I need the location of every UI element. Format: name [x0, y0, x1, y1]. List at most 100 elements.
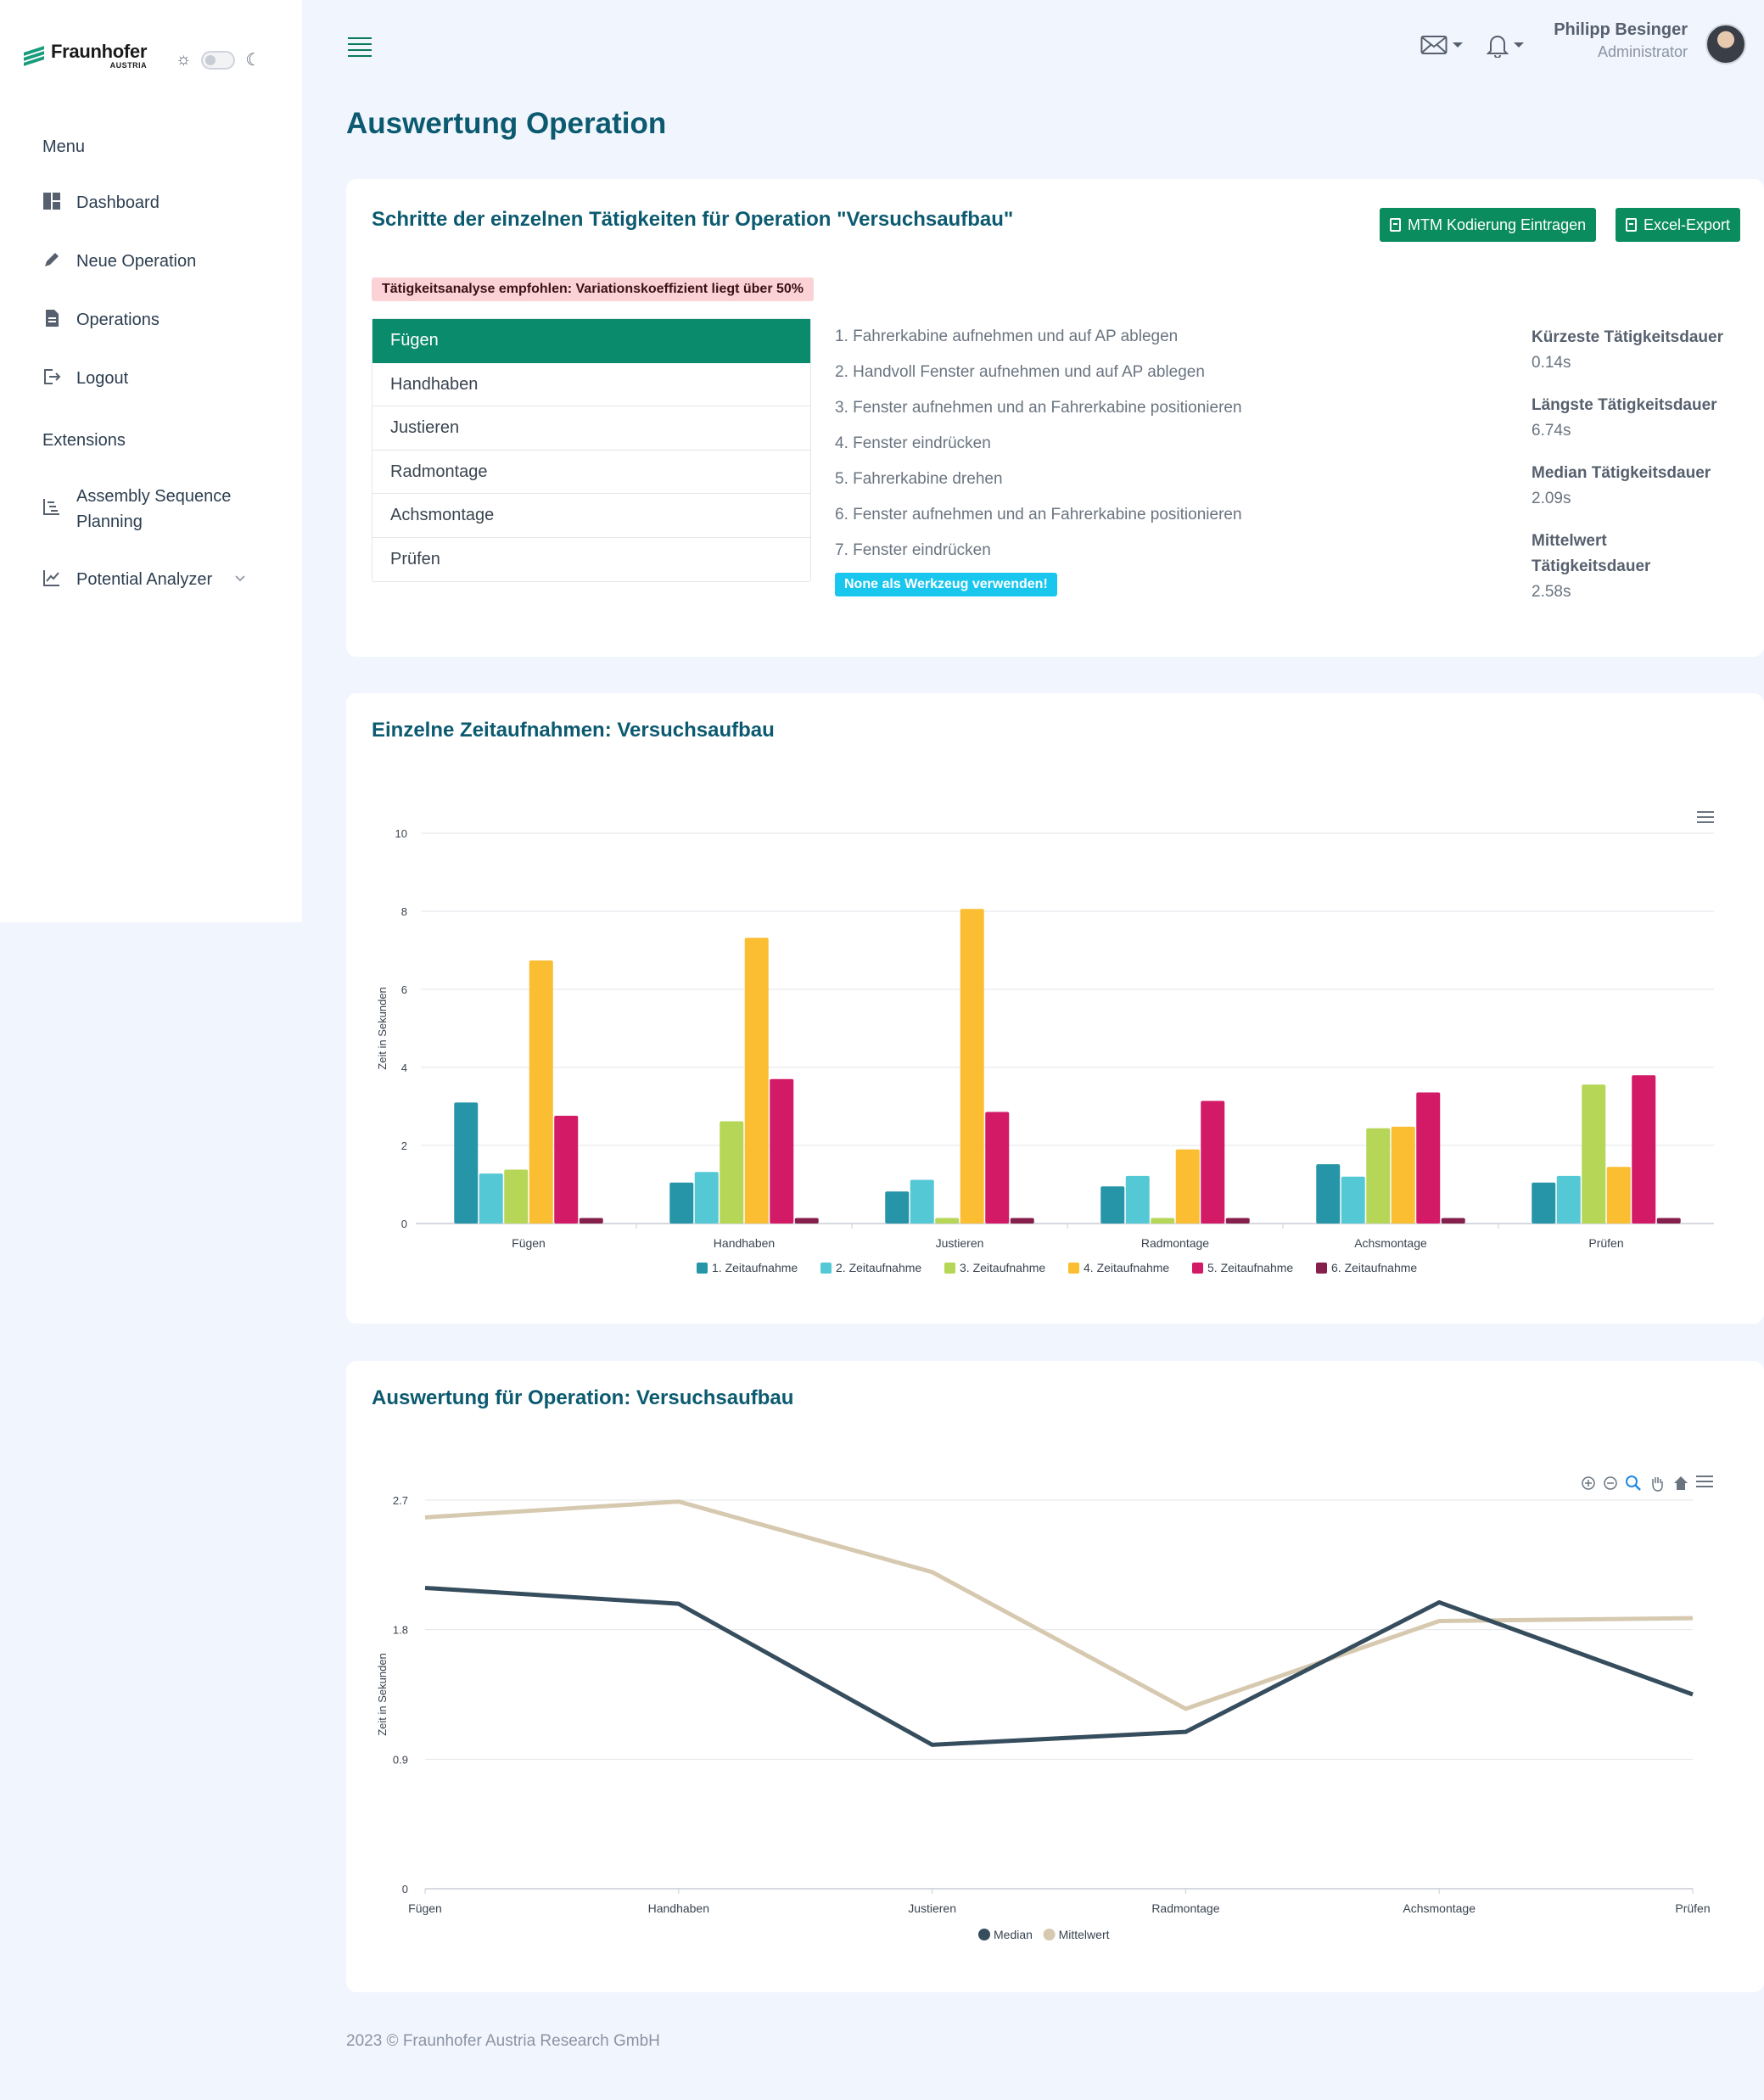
legend-swatch	[820, 1263, 832, 1274]
line-chart-card: Auswertung für Operation: Versuchsaufbau…	[346, 1361, 1764, 1992]
bar	[1391, 1126, 1415, 1224]
legend-marker	[1043, 1929, 1056, 1940]
hamburger-menu-icon[interactable]	[348, 37, 372, 57]
sidebar-item-dashboard[interactable]: Dashboard	[42, 190, 160, 216]
dashboard-icon	[42, 192, 61, 210]
sun-icon: ☼	[176, 50, 192, 69]
stat-value-median: 2.09s	[1532, 490, 1571, 507]
y-tick-label: 1.8	[393, 1624, 408, 1637]
zoom-out-icon[interactable]	[1603, 1476, 1618, 1491]
task-item-radmontage[interactable]: Radmontage	[372, 451, 810, 494]
theme-toggle[interactable]	[201, 50, 236, 70]
sidebar-item-label: Assembly Sequence Planning	[76, 487, 232, 531]
task-item-fuegen[interactable]: Fügen	[372, 319, 810, 363]
logo-name: Fraunhofer	[51, 41, 148, 62]
task-item-achsmontage[interactable]: Achsmontage	[372, 494, 810, 538]
bar	[1632, 1075, 1656, 1224]
step-item: 5. Fahrerkabine drehen	[835, 470, 1003, 488]
legend-label: 4. Zeitaufnahme	[1084, 1261, 1169, 1274]
pan-hand-icon[interactable]	[1649, 1475, 1666, 1492]
series-line-median	[424, 1585, 1694, 1747]
sidebar-item-neue-operation[interactable]: Neue Operation	[42, 249, 196, 274]
selection-zoom-icon[interactable]	[1625, 1475, 1642, 1492]
bar	[794, 1218, 819, 1224]
stat-value-mean: 2.58s	[1532, 583, 1571, 601]
chart-menu-icon[interactable]	[1697, 811, 1714, 826]
bar	[1316, 1164, 1341, 1224]
caret-down-icon	[1453, 42, 1463, 48]
sidebar: Fraunhofer AUSTRIA ☼ ☾ Menu Dashboard Ne…	[0, 0, 302, 922]
legend-label: Median	[994, 1928, 1033, 1941]
avatar[interactable]	[1705, 24, 1746, 64]
y-tick-label: 4	[401, 1061, 407, 1074]
sidebar-item-logout[interactable]: Logout	[42, 366, 128, 391]
bar	[1441, 1218, 1465, 1224]
zoom-in-icon[interactable]	[1581, 1476, 1596, 1491]
bar	[910, 1179, 934, 1224]
task-list: Fügen Handhaben Justieren Radmontage Ach…	[372, 318, 811, 582]
sidebar-item-label: Operations	[76, 311, 160, 329]
stat-label-shortest: Kürzeste Tätigkeitsdauer	[1532, 328, 1723, 346]
steps-card-title: Schritte der einzelnen Tätigkeiten für O…	[372, 208, 1014, 231]
trend-icon	[42, 568, 61, 587]
bar	[1366, 1128, 1391, 1224]
chart-menu-icon[interactable]	[1696, 1476, 1713, 1491]
step-item: 4. Fenster eindrücken	[835, 434, 991, 452]
fraunhofer-logo[interactable]: Fraunhofer AUSTRIA	[24, 41, 147, 70]
task-item-justieren[interactable]: Justieren	[372, 406, 810, 451]
user-menu[interactable]: Philipp Besinger Administrator	[1554, 20, 1688, 61]
line-chart-title: Auswertung für Operation: Versuchsaufbau	[372, 1386, 794, 1409]
bar	[1656, 1218, 1681, 1224]
legend-label: 1. Zeitaufnahme	[712, 1261, 798, 1274]
bar	[744, 938, 769, 1224]
x-tick-label: Handhaben	[714, 1236, 775, 1250]
task-item-handhaben[interactable]: Handhaben	[372, 363, 810, 406]
mtm-button-label: MTM Kodierung Eintragen	[1408, 216, 1587, 233]
logout-icon	[42, 367, 61, 386]
sequence-icon	[42, 497, 61, 516]
legend-label: 3. Zeitaufnahme	[960, 1261, 1045, 1274]
bar	[1606, 1167, 1631, 1224]
excel-export-button[interactable]: Excel-Export	[1616, 208, 1741, 242]
file-plus-icon	[1626, 218, 1637, 232]
y-tick-label: 2.7	[393, 1494, 408, 1507]
page-title: Auswertung Operation	[346, 107, 667, 140]
task-item-pruefen[interactable]: Prüfen	[390, 549, 440, 568]
theme-switch: ☼ ☾	[176, 49, 260, 70]
bar	[1100, 1186, 1125, 1224]
bar	[694, 1172, 719, 1224]
y-tick-label: 6	[401, 983, 407, 996]
chart-toolbar	[1581, 1475, 1713, 1492]
step-item: 6. Fenster aufnehmen und an Fahrerkabine…	[835, 506, 1242, 524]
bar	[960, 909, 984, 1224]
legend-label: 6. Zeitaufnahme	[1331, 1261, 1417, 1274]
x-tick-label: Fügen	[408, 1901, 442, 1915]
extensions-heading: Extensions	[42, 431, 126, 450]
pen-icon	[42, 250, 61, 269]
bar	[1151, 1218, 1175, 1224]
reset-home-icon[interactable]	[1672, 1475, 1689, 1492]
step-list: 1. Fahrerkabine aufnehmen und auf AP abl…	[835, 323, 1242, 596]
menu-heading: Menu	[42, 137, 86, 156]
bar	[1225, 1218, 1250, 1224]
y-tick-label: 10	[395, 827, 407, 840]
x-tick-label: Justieren	[908, 1901, 956, 1915]
mtm-kodierung-button[interactable]: MTM Kodierung Eintragen	[1380, 208, 1597, 242]
logo-mark-icon	[24, 44, 46, 66]
step-item: 2. Handvoll Fenster aufnehmen und auf AP…	[835, 363, 1205, 381]
sidebar-item-operations[interactable]: Operations	[42, 307, 160, 333]
messages-dropdown[interactable]	[1420, 35, 1463, 55]
bar	[454, 1102, 479, 1224]
sidebar-item-assembly-sequence[interactable]: Assembly Sequence Planning	[42, 484, 263, 535]
legend-swatch	[1068, 1263, 1079, 1274]
mail-icon	[1420, 36, 1448, 54]
sidebar-item-label: Neue Operation	[76, 252, 197, 271]
step-item: 1. Fahrerkabine aufnehmen und auf AP abl…	[835, 328, 1179, 345]
stat-value-shortest: 0.14s	[1532, 354, 1571, 372]
bar	[669, 1182, 694, 1224]
sidebar-item-potential-analyzer[interactable]: Potential Analyzer	[42, 567, 246, 592]
bar	[579, 1218, 603, 1224]
notifications-dropdown[interactable]	[1487, 32, 1524, 58]
x-tick-label: Fügen	[512, 1236, 546, 1250]
legend-swatch	[1316, 1263, 1327, 1274]
